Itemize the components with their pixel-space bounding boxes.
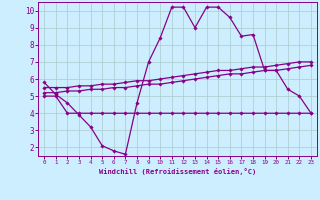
X-axis label: Windchill (Refroidissement éolien,°C): Windchill (Refroidissement éolien,°C)	[99, 168, 256, 175]
